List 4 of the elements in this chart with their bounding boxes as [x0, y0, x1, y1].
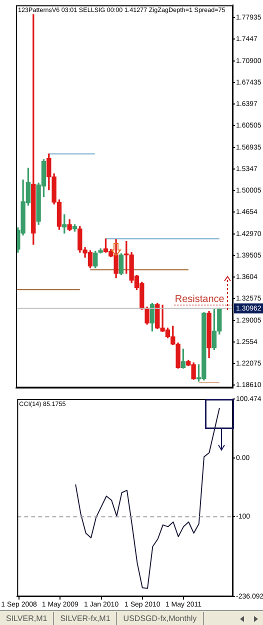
- annotation: Resistance: [174, 294, 225, 305]
- text: USDSGD-fx,Monthly: [117, 612, 204, 625]
- text: SILVER-fx,M1: [54, 612, 118, 625]
- text: SILVER,M1: [0, 612, 54, 625]
